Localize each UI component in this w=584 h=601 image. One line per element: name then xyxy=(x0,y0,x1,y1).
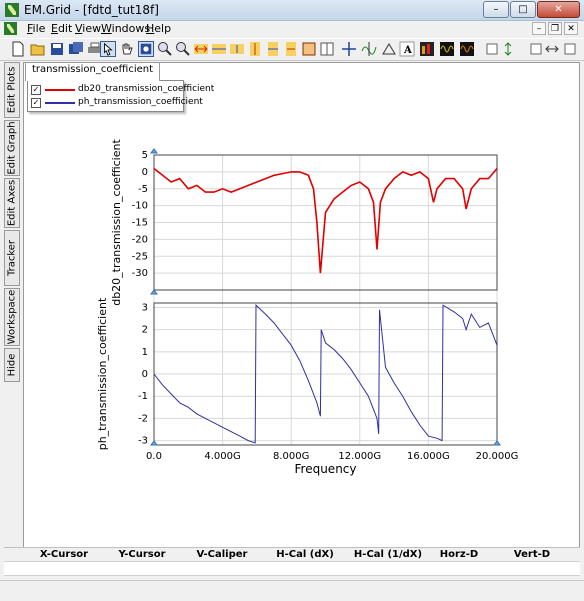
fit-horizontal-icon[interactable] xyxy=(211,41,227,57)
maximize-button[interactable]: □ xyxy=(510,1,536,18)
y-tick-label: 3 xyxy=(142,302,148,313)
tab-transmission-coefficient[interactable]: transmission_coefficient xyxy=(25,62,160,81)
y-tick-label: 0 xyxy=(142,369,148,380)
zoom-out-icon[interactable] xyxy=(175,41,191,57)
x-axis-label: Frequency xyxy=(295,462,357,476)
y-tick-label: -15 xyxy=(132,218,148,229)
horizontal-arrows-icon[interactable] xyxy=(544,41,560,57)
tab-edit-plots[interactable]: Edit Plots xyxy=(4,62,20,118)
plot-area[interactable]: 0.0 4.000G 8.000G 12.000G 16.000G 20.000G 5 0 -5… xyxy=(24,78,579,498)
y-tick-label: -20 xyxy=(132,234,148,245)
waveform-icon[interactable] xyxy=(439,41,455,57)
grid-toggle-icon[interactable] xyxy=(562,41,578,57)
y-tick-label: -25 xyxy=(132,251,148,262)
pan-hand-icon[interactable] xyxy=(119,41,135,57)
y-tick-label: 1 xyxy=(142,347,148,358)
save-as-icon[interactable] xyxy=(68,41,84,57)
y-tick-label: -10 xyxy=(132,201,148,212)
expand-horizontal-icon[interactable] xyxy=(193,41,209,57)
layout-icon[interactable] xyxy=(319,41,335,57)
expand-vertical-icon[interactable] xyxy=(247,41,263,57)
window-title: EM.Grid - [fdtd_tut18f] xyxy=(24,3,159,17)
axis-handle xyxy=(151,290,157,294)
col-x-cursor: X-Cursor xyxy=(34,549,94,560)
zoom-box-icon[interactable] xyxy=(138,41,154,57)
y-tick-label: 0 xyxy=(142,167,148,178)
y-axis-label: ph_transmission_coefficient xyxy=(96,297,109,450)
menu-file[interactable]: File xyxy=(27,22,45,35)
menu-help[interactable]: Help xyxy=(146,22,171,35)
checkbox-option-2[interactable] xyxy=(528,41,544,57)
series-line xyxy=(154,169,497,274)
col-v-caliper: V-Caliper xyxy=(190,549,254,560)
pointer-icon[interactable] xyxy=(100,41,116,57)
x-tick-label: 8.000G xyxy=(273,451,309,462)
tab-workspace[interactable]: Workspace xyxy=(4,288,20,346)
col-y-cursor: Y-Cursor xyxy=(112,549,172,560)
marker-triangle-icon[interactable] xyxy=(381,41,397,57)
axis-handle xyxy=(151,149,157,153)
menu-view[interactable]: View xyxy=(75,22,101,35)
menu-bar: File Edit View Windows Help – ❐ ✕ xyxy=(0,21,584,37)
y-tick-label: -30 xyxy=(132,268,148,279)
compress-horizontal-icon[interactable] xyxy=(229,41,245,57)
col-horz-d: Horz-D xyxy=(434,549,484,560)
measurement-table-header: X-Cursor Y-Cursor V-Caliper H-Cal (dX) H… xyxy=(4,547,580,561)
tab-tracker[interactable]: Tracker xyxy=(4,230,20,286)
tab-edit-graph[interactable]: Edit Graph xyxy=(4,120,20,176)
y-tick-label: -3 xyxy=(138,436,148,447)
y-tick-label: -2 xyxy=(138,413,148,424)
mdi-close-button[interactable]: ✕ xyxy=(564,22,578,35)
zoom-in-icon[interactable] xyxy=(157,41,173,57)
color-plot-icon[interactable] xyxy=(419,41,435,57)
y-tick-label: -1 xyxy=(138,391,148,402)
x-tick-label: 0.0 xyxy=(146,451,162,462)
measurement-table-row xyxy=(4,561,580,576)
status-bar xyxy=(0,580,584,601)
axis-handle xyxy=(494,441,500,445)
toolbar: A xyxy=(0,38,584,61)
svg-text:A: A xyxy=(403,45,412,56)
minimize-button[interactable]: – xyxy=(483,1,509,18)
checkbox-option-1[interactable] xyxy=(484,41,500,57)
document-icon[interactable] xyxy=(4,22,17,35)
x-tick-label: 16.000G xyxy=(407,451,450,462)
y-axis-label: db20_transmission_coefficient xyxy=(110,139,123,306)
oscilloscope-icon[interactable] xyxy=(459,41,475,57)
frame-icon[interactable] xyxy=(301,41,317,57)
tab-hide[interactable]: Hide xyxy=(4,348,20,382)
save-icon[interactable] xyxy=(49,41,65,57)
crosshair-icon[interactable] xyxy=(341,41,357,57)
menu-edit[interactable]: Edit xyxy=(51,22,72,35)
open-folder-icon[interactable] xyxy=(30,41,46,57)
y-tick-label: 5 xyxy=(142,150,148,161)
x-tick-label: 12.000G xyxy=(338,451,381,462)
x-tick-label: 4.000G xyxy=(204,451,240,462)
x-tick-label: 20.000G xyxy=(476,451,519,462)
close-button[interactable]: ✕ xyxy=(537,1,580,18)
col-h-cal-inverse-dx: H-Cal (1/dX) xyxy=(348,549,428,560)
side-tab-strip: Edit Plots Edit Graph Edit Axes Tracker … xyxy=(0,62,22,582)
col-vert-d: Vert-D xyxy=(507,549,557,560)
compress-vertical-icon[interactable] xyxy=(283,41,299,57)
mdi-minimize-button[interactable]: – xyxy=(532,22,546,35)
axis-handle xyxy=(151,441,157,445)
text-label-icon[interactable]: A xyxy=(399,41,415,57)
app-icon xyxy=(5,3,19,17)
y-tick-label: 2 xyxy=(142,325,148,336)
vertical-arrows-icon[interactable] xyxy=(500,41,516,57)
col-h-cal-dx: H-Cal (dX) xyxy=(270,549,340,560)
fit-vertical-icon[interactable] xyxy=(265,41,281,57)
title-bar: EM.Grid - [fdtd_tut18f] – □ ✕ xyxy=(0,0,584,21)
tab-edit-axes[interactable]: Edit Axes xyxy=(4,178,20,228)
mdi-restore-button[interactable]: ❐ xyxy=(548,22,562,35)
new-file-icon[interactable] xyxy=(10,41,26,57)
menu-windows[interactable]: Windows xyxy=(101,22,150,35)
cursor-wave-icon[interactable] xyxy=(361,41,377,57)
y-tick-label: -5 xyxy=(138,184,148,195)
